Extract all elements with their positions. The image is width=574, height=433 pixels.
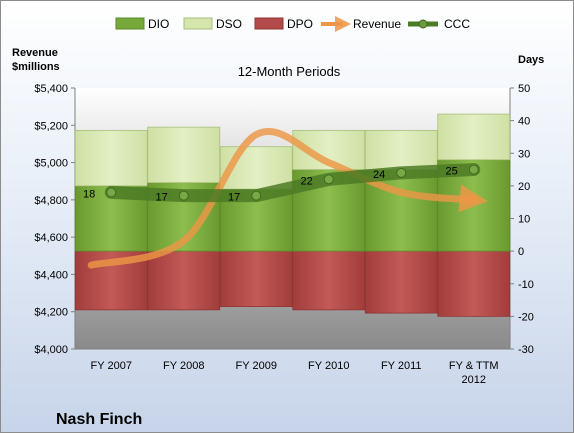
ccc-line [104,163,481,203]
left-axis-ticks: $4,000 $4,200 $4,400 $4,600 $4,800 $5,000 $5,2… [34,83,75,356]
left-tick-label: $4,200 [34,307,68,319]
ccc-point [323,174,334,185]
right-tick-label: -30 [518,344,534,356]
ccc-point [396,167,407,178]
legend-item-revenue[interactable]: Revenue [321,16,401,32]
left-tick-label: $5,400 [34,83,68,95]
legend-label-ccc: CCC [444,17,470,31]
legend-swatch-dso [183,17,213,30]
ccc-layer: 18 17 17 22 24 25 [83,163,481,204]
dpo-bar [219,250,293,307]
dpo-bar [292,250,366,311]
ccc-data-label: 24 [373,169,385,181]
right-tick-label: 50 [518,83,530,95]
x-category-label: FY 2010 [308,360,349,372]
ccc-data-label: 22 [301,175,313,187]
right-tick-label: 10 [518,214,530,226]
right-tick-label: -10 [518,279,534,291]
dpo-bar [437,250,511,317]
left-tick-label: $5,000 [34,158,68,170]
x-axis-labels: FY 2007 FY 2008 FY 2009 FY 2010 FY 2011 FY & … [91,360,499,386]
ccc-point [106,187,117,198]
legend-label-dso: DSO [216,17,242,31]
right-tick-label: 0 [518,246,524,258]
dpo-bar [147,250,221,311]
ccc-data-label: 17 [228,192,240,204]
revenue-line [87,128,488,269]
ccc-data-label: 18 [83,188,95,200]
dso-bar [147,126,221,184]
legend-label-dpo: DPO [287,17,313,31]
bars-layer [74,113,511,317]
right-tick-label: 30 [518,148,530,160]
dpo-bar [364,250,438,314]
ccc-data-label: 25 [446,166,458,178]
right-tick-label: -20 [518,311,534,323]
x-category-label: FY 2007 [91,360,132,372]
legend-marker-icon [418,19,428,29]
ccc-point [251,190,262,201]
left-tick-label: $4,600 [34,232,68,244]
dso-bar [437,113,511,161]
left-axis-title-line-1: Revenue [12,47,58,59]
legend-item-dpo[interactable]: DPO [254,17,313,31]
revenue-layer [87,128,488,269]
ccc-data-label: 17 [156,192,168,204]
legend-label-dio: DIO [148,17,169,31]
x-category-label: 2012 [462,374,486,386]
legend: DIO DSO DPO Revenue CCC [115,16,470,32]
left-tick-label: $4,800 [34,195,68,207]
x-category-label: FY 2011 [381,360,422,372]
left-tick-label: $4,000 [34,344,68,356]
dso-bar [74,130,148,187]
legend-swatch-dpo [254,17,284,30]
ccc-point [468,164,479,175]
legend-label-revenue: Revenue [353,17,401,31]
ccc-point [178,190,189,201]
left-tick-label: $4,400 [34,269,68,281]
company-name: Nash Finch [56,411,142,428]
right-tick-label: 20 [518,181,530,193]
left-axis-title-line-2: $millions [12,61,60,73]
legend-item-ccc[interactable]: CCC [408,17,470,31]
x-category-label: FY 2009 [236,360,277,372]
legend-item-dio[interactable]: DIO [115,17,169,31]
x-category-label: FY & TTM [449,360,499,372]
legend-swatch-dio [115,17,145,30]
right-axis-ticks: -30 -20 -10 0 10 20 30 40 50 [510,83,534,356]
right-tick-label: 40 [518,116,530,128]
dso-bar [364,130,438,170]
left-tick-label: $5,200 [34,120,68,132]
x-category-label: FY 2008 [163,360,204,372]
chart-subtitle: 12-Month Periods [238,64,341,79]
right-axis-title: Days [518,54,544,66]
legend-item-dso[interactable]: DSO [183,17,242,31]
